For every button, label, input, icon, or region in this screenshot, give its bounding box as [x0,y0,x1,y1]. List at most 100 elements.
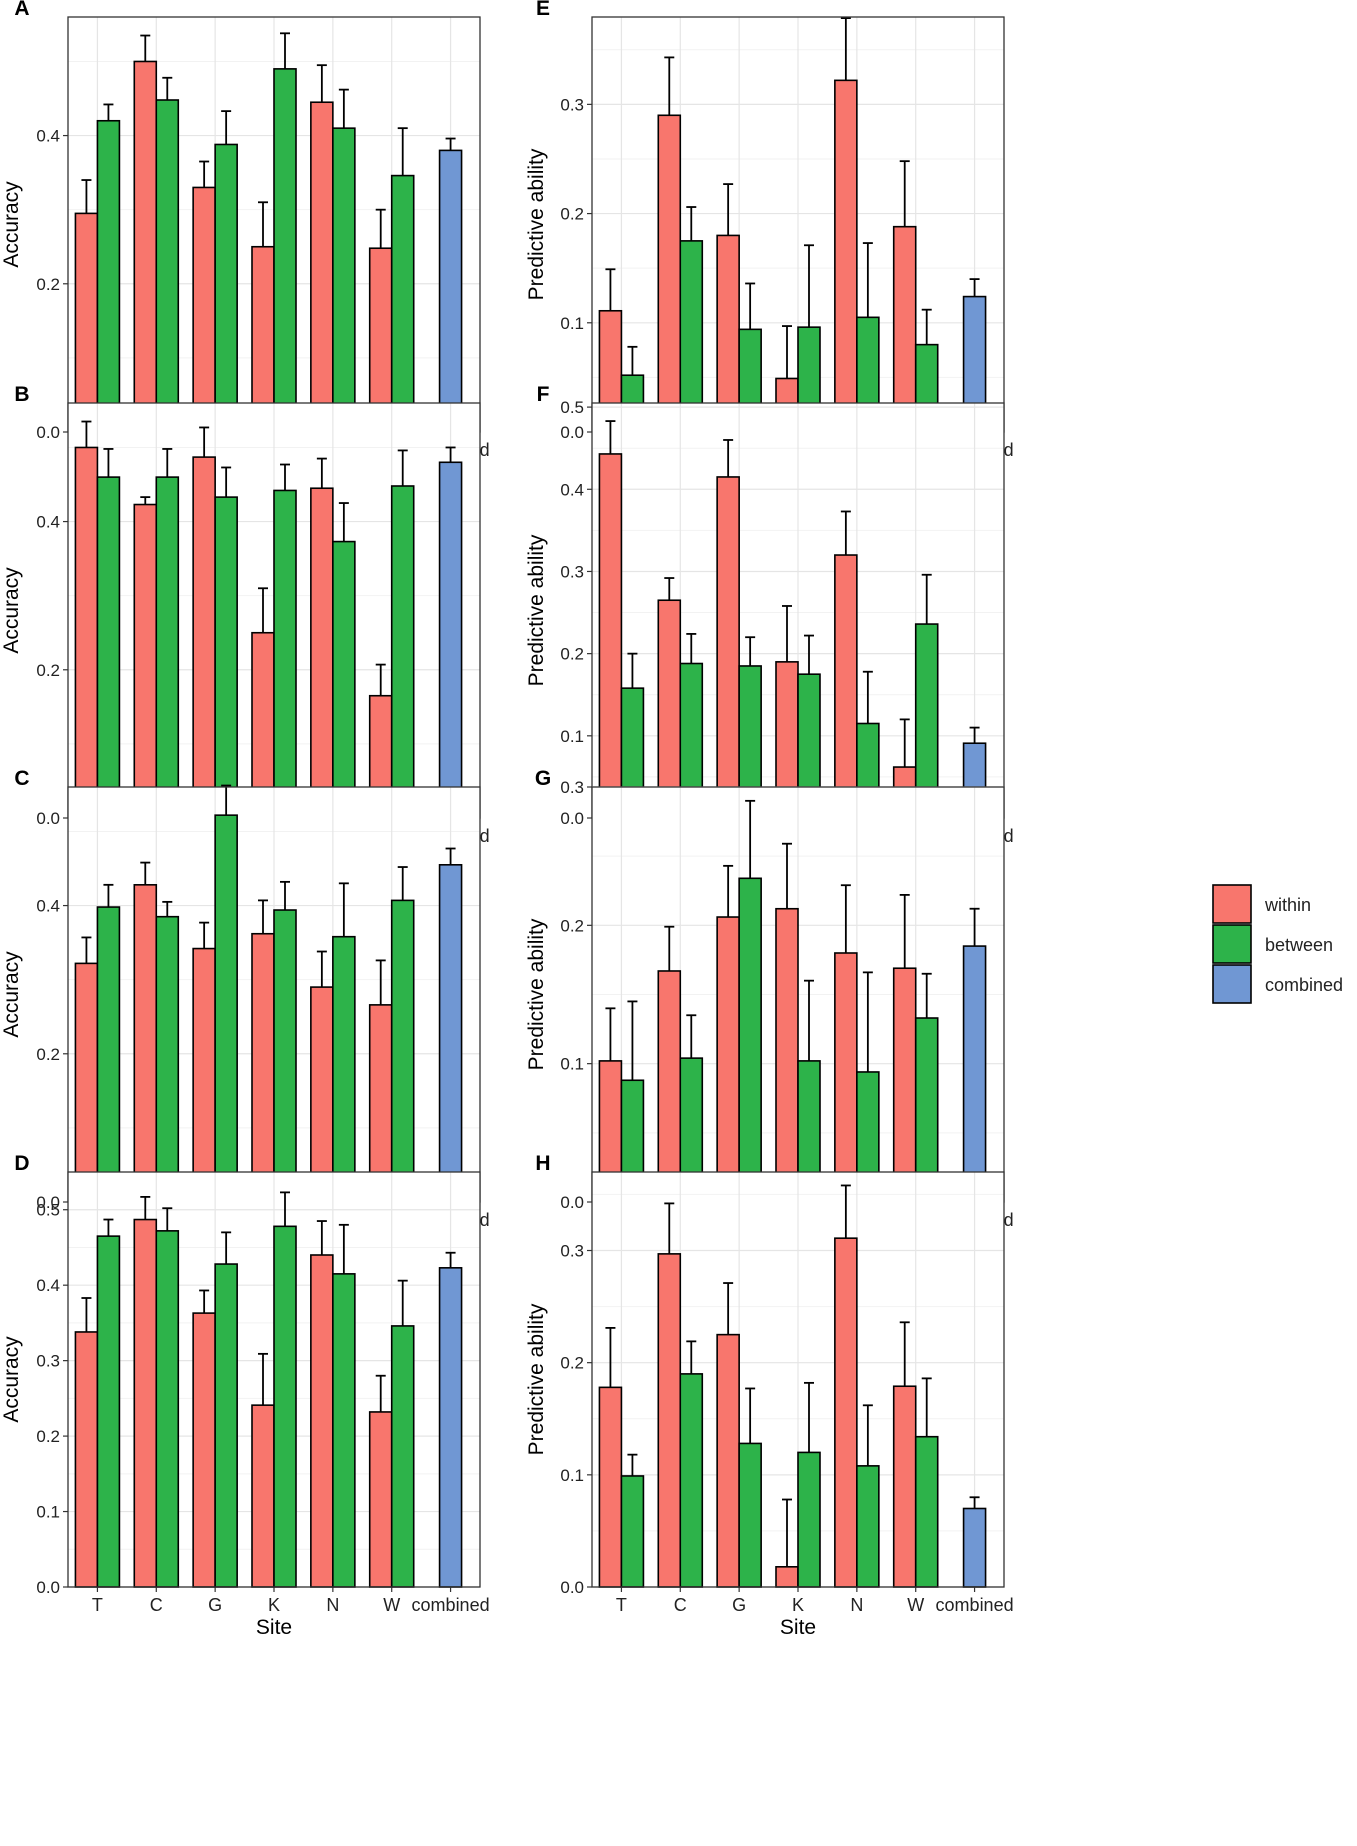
bar-within-W [892,225,917,433]
bar-combined-combined [438,461,463,819]
y-tick-label: 0.0 [560,1193,584,1212]
y-tick-label: 0.0 [560,1578,584,1597]
x-tick-label: T [616,1595,627,1615]
bar-within-C [657,1253,682,1588]
y-tick-label: 0.2 [36,275,60,294]
bar-within-T [598,453,623,819]
y-tick-label: 0.0 [36,809,60,828]
y-tick-label: 0.4 [36,1276,60,1295]
bar-between-C [155,99,180,433]
bar-between-W [390,1325,415,1588]
y-tick-label: 0.1 [560,1055,584,1074]
bar-between-W [390,899,415,1203]
bar-between-K [273,1225,297,1588]
bar-between-N [332,540,356,819]
bar-between-T [96,906,121,1203]
bar-within-G [192,947,216,1203]
x-tick-label: G [732,1595,746,1615]
y-tick-label: 0.2 [36,1427,60,1446]
y-tick-label: 0.3 [560,1242,584,1261]
panel-C: C0.00.20.4TCGKNWcombinedAccuracy [0,767,490,1230]
y-tick-label: 0.5 [560,398,584,417]
x-tick-label: N [326,1595,339,1615]
y-axis-label: Predictive ability [525,148,548,300]
panel-label: H [535,1152,550,1175]
bar-between-K [273,68,297,433]
bar-within-W [368,1411,393,1588]
bar-between-G [214,143,238,433]
y-tick-label: 0.0 [36,423,60,442]
y-tick-label: 0.2 [560,1354,584,1373]
x-tick-label: T [92,1595,103,1615]
bar-within-K [775,1566,799,1588]
x-tick-label: W [907,1595,924,1615]
panel-label: A [14,0,29,20]
bar-combined-combined [438,149,463,433]
x-tick-label: C [674,1595,687,1615]
panel-label: E [536,0,550,20]
bar-between-N [332,1273,356,1588]
bar-within-W [892,1385,917,1588]
y-tick-label: 0.0 [36,1578,60,1597]
y-tick-label: 0.5 [36,1201,60,1220]
bar-within-N [834,952,858,1203]
bar-combined-combined [438,864,463,1203]
bar-within-N [310,101,334,433]
bar-within-N [834,79,858,433]
legend: within between combined [1212,884,1343,1004]
bar-within-W [892,967,917,1203]
panel-F: F0.00.10.20.30.40.5TCGKNWcombinedPredict… [525,383,1014,846]
bar-within-G [192,456,216,819]
y-tick-label: 0.2 [36,1045,60,1064]
bar-between-G [738,1442,762,1588]
bar-between-K [797,1451,821,1588]
bar-between-K [273,909,297,1203]
y-axis-label: Predictive ability [525,534,548,686]
y-axis-label: Accuracy [0,181,23,268]
bar-within-K [775,907,799,1203]
bar-between-G [214,496,238,819]
bar-within-G [192,1312,216,1588]
bar-within-G [716,476,740,819]
y-tick-label: 0.1 [560,727,584,746]
bar-within-T [74,212,99,433]
x-tick-label: W [383,1595,400,1615]
x-axis-label: Site [780,1616,816,1639]
bar-between-T [620,1475,645,1588]
y-tick-label: 0.4 [36,127,60,146]
bar-within-N [834,1237,858,1588]
y-tick-label: 0.1 [560,1466,584,1485]
panel-label: F [537,383,550,406]
y-tick-label: 0.4 [36,513,60,532]
bar-within-C [133,1218,158,1588]
legend-key-within [1212,884,1252,924]
bar-combined-combined [438,1267,463,1588]
y-tick-label: 0.1 [36,1503,60,1522]
bar-between-C [155,915,180,1203]
panel-A: A0.00.20.4TCGKNWcombinedAccuracy [0,0,490,460]
panel-label: B [14,383,29,406]
bar-between-C [155,476,180,819]
bar-between-T [96,119,121,433]
y-tick-label: 0.2 [560,916,584,935]
y-tick-label: 0.4 [560,480,584,499]
y-axis-label: Accuracy [0,1336,23,1423]
bar-between-G [214,1263,238,1588]
bar-between-K [273,489,297,819]
bar-within-C [657,970,682,1203]
panel-label: G [535,767,551,790]
panel-B: B0.00.20.4TCGKNWcombinedAccuracy [0,383,490,846]
y-tick-label: 0.3 [560,562,584,581]
x-tick-label: N [850,1595,863,1615]
y-axis-label: Accuracy [0,951,23,1038]
bar-within-C [133,60,158,433]
bar-between-N [332,935,356,1203]
bar-between-W [914,1435,939,1588]
bar-between-T [96,1235,121,1588]
y-tick-label: 0.2 [560,205,584,224]
y-axis-label: Accuracy [0,567,23,654]
